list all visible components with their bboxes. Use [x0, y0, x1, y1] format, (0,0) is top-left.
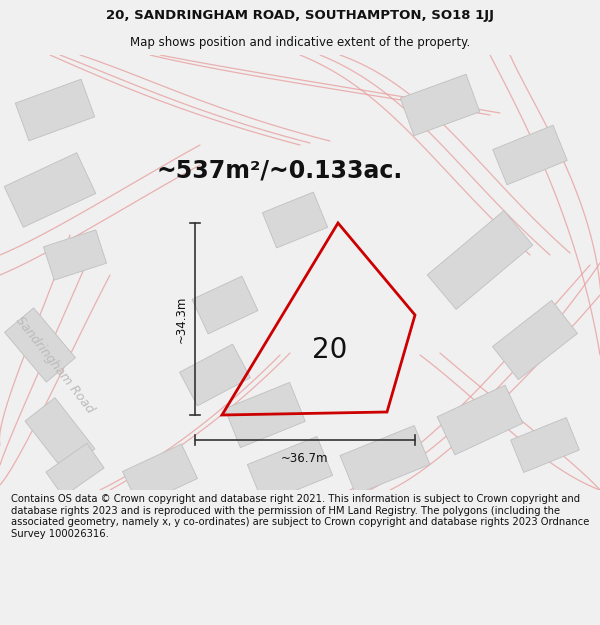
Polygon shape: [340, 426, 430, 494]
Polygon shape: [25, 398, 95, 472]
Polygon shape: [46, 443, 104, 497]
Text: 20: 20: [313, 336, 347, 364]
Polygon shape: [437, 385, 523, 455]
Polygon shape: [247, 436, 332, 504]
Text: Contains OS data © Crown copyright and database right 2021. This information is : Contains OS data © Crown copyright and d…: [11, 494, 589, 539]
Polygon shape: [192, 276, 258, 334]
Polygon shape: [493, 301, 577, 379]
Polygon shape: [5, 308, 76, 382]
Text: Sandringham Road: Sandringham Road: [13, 314, 97, 416]
Polygon shape: [15, 79, 95, 141]
Text: Map shows position and indicative extent of the property.: Map shows position and indicative extent…: [130, 36, 470, 49]
Polygon shape: [224, 382, 305, 448]
Text: ~36.7m: ~36.7m: [281, 451, 329, 464]
Polygon shape: [4, 152, 96, 228]
Polygon shape: [179, 344, 250, 406]
Polygon shape: [493, 125, 567, 185]
Polygon shape: [43, 230, 107, 280]
Text: 20, SANDRINGHAM ROAD, SOUTHAMPTON, SO18 1JJ: 20, SANDRINGHAM ROAD, SOUTHAMPTON, SO18 …: [106, 9, 494, 22]
Text: ~34.3m: ~34.3m: [175, 295, 187, 343]
Polygon shape: [262, 192, 328, 248]
Polygon shape: [427, 211, 533, 309]
Polygon shape: [122, 444, 197, 506]
Polygon shape: [511, 418, 580, 472]
Polygon shape: [400, 74, 480, 136]
Text: ~537m²/~0.133ac.: ~537m²/~0.133ac.: [157, 158, 403, 182]
